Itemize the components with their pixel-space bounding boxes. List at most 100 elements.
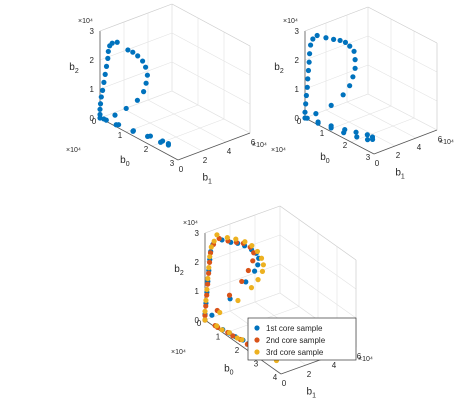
data-point	[97, 101, 104, 107]
data-point	[340, 92, 346, 98]
data-point	[239, 337, 245, 343]
y-multiplier: ×10⁴	[439, 139, 454, 146]
data-point	[255, 262, 261, 268]
grid-line	[346, 101, 417, 139]
box-top-edge	[279, 205, 357, 261]
data-point	[305, 76, 311, 82]
x-tick-label: 1	[216, 333, 221, 342]
data-point	[202, 308, 208, 314]
data-point	[310, 36, 316, 42]
data-point	[328, 125, 334, 131]
data-point	[101, 79, 107, 85]
data-point	[202, 317, 208, 323]
series-1	[97, 39, 171, 148]
data-point	[226, 292, 233, 298]
x-axis-label-main: b	[224, 364, 230, 375]
y-multiplier: ×10⁴	[252, 142, 267, 149]
box-top-edge	[304, 6, 369, 32]
x-tick-label: 2	[235, 346, 240, 355]
x-axis-line	[304, 117, 375, 155]
data-point	[347, 83, 353, 89]
x-tick-label: 2	[343, 141, 348, 150]
y-tick-label: 6	[357, 352, 362, 361]
z-axis-label: b2	[69, 62, 79, 75]
data-point	[303, 92, 309, 99]
box-top-edge	[99, 3, 173, 32]
z-axis-label-main: b	[174, 264, 180, 275]
data-point	[109, 40, 115, 46]
x-tick-label: 0	[297, 117, 302, 126]
data-point	[97, 111, 103, 118]
data-point	[233, 236, 239, 242]
y-axis-label-sub: 1	[401, 174, 405, 181]
grid-line	[171, 32, 251, 76]
grid-line	[171, 61, 251, 105]
y-tick-label: 2	[307, 370, 312, 379]
data-point	[116, 122, 122, 128]
data-point	[302, 109, 308, 115]
y-axis-label: b1	[202, 173, 212, 186]
y-tick-label: 4	[227, 147, 232, 156]
data-point	[202, 313, 208, 319]
data-point	[214, 323, 220, 329]
data-point	[323, 35, 329, 41]
data-point	[105, 55, 111, 62]
z-axis-label-main: b	[274, 62, 280, 73]
z-axis-label: b2	[274, 62, 284, 75]
data-point	[103, 117, 109, 123]
x-axis-label-main: b	[120, 155, 126, 166]
grid-line	[99, 90, 173, 119]
x-tick-label: 0	[197, 319, 202, 328]
data-point	[144, 72, 150, 78]
x-multiplier: ×10⁴	[271, 147, 286, 154]
data-point	[203, 297, 209, 303]
data-point	[314, 32, 320, 39]
data-point	[304, 84, 310, 90]
data-point	[112, 112, 118, 118]
grid-line	[325, 109, 396, 147]
data-point	[364, 137, 371, 143]
data-point	[141, 89, 147, 95]
x-tick-label: 4	[273, 373, 278, 382]
z-axis-label-sub: 2	[75, 68, 79, 75]
data-point	[140, 58, 146, 64]
data-point	[350, 74, 356, 80]
data-point	[209, 312, 215, 318]
grid-line	[304, 64, 369, 90]
data-point	[203, 303, 209, 309]
legend-marker	[254, 349, 260, 355]
data-point	[100, 87, 106, 93]
z-tick-label: 1	[90, 85, 95, 94]
data-point	[135, 53, 141, 59]
data-point	[252, 268, 258, 274]
box-top-edge	[171, 3, 251, 47]
data-point	[206, 265, 212, 271]
x-axis-label: b0	[224, 364, 234, 377]
data-point	[97, 106, 103, 112]
legend: 1st core sample 2nd core sample 3rd core s…	[247, 317, 357, 361]
y-multiplier: ×10⁴	[358, 356, 373, 363]
y-tick-label: 4	[332, 361, 337, 370]
data-point	[134, 97, 140, 103]
data-point	[352, 57, 358, 63]
x-tick-label: 0	[92, 117, 97, 126]
y-tick-label: 2	[396, 151, 401, 160]
grid-line	[204, 234, 281, 263]
legend-marker	[254, 325, 260, 331]
grid-line	[279, 263, 357, 319]
data-point	[123, 105, 129, 112]
data-point	[337, 37, 343, 44]
data-point	[114, 39, 120, 45]
grid-line	[279, 234, 357, 290]
data-point	[331, 36, 337, 43]
legend-label: 2nd core sample	[266, 336, 326, 345]
data-point	[250, 258, 256, 264]
x-tick-label: 2	[144, 145, 149, 154]
grid-line	[171, 90, 251, 134]
grid-line	[99, 61, 173, 90]
data-point	[364, 132, 370, 138]
series-1	[302, 32, 376, 143]
